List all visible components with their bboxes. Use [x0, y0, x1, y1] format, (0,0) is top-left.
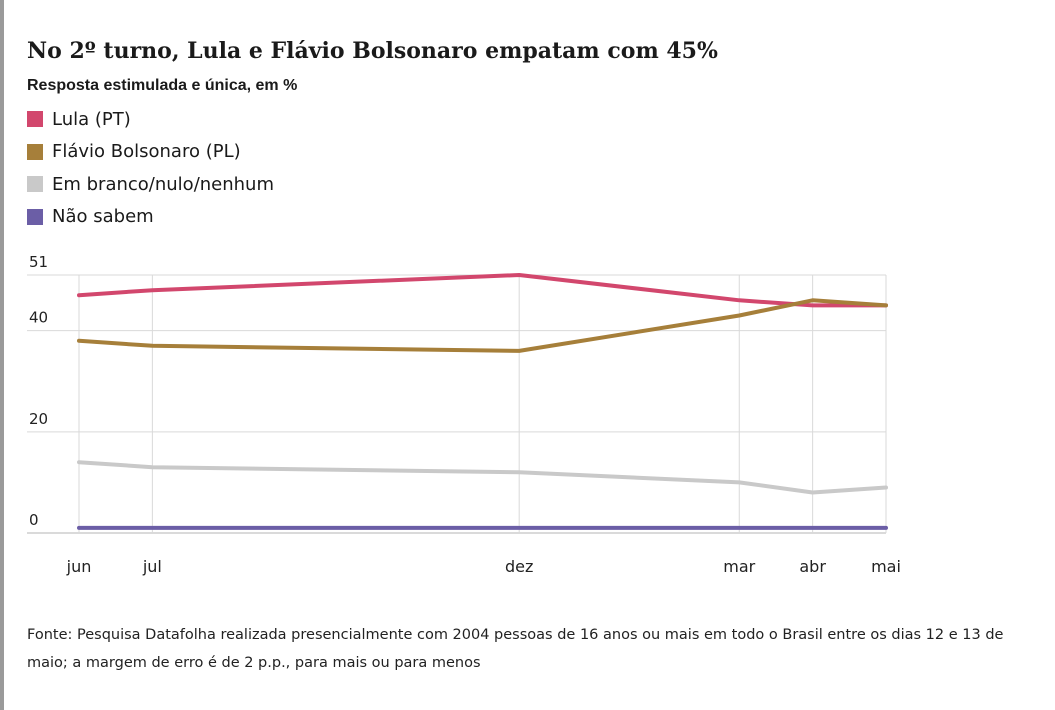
y-tick-label: 51 [29, 253, 48, 271]
x-tick-label: jul [142, 557, 162, 576]
y-tick-label: 0 [29, 511, 39, 529]
legend-item: Lula (PT) [27, 103, 274, 136]
line-chart: 0 20 40 51 jun jul dez mar abr mai [27, 253, 901, 576]
source-note: Fonte: Pesquisa Datafolha realizada pres… [27, 627, 1004, 671]
left-rule [0, 0, 4, 710]
legend-item: Não sabem [27, 201, 274, 234]
legend-swatch [27, 176, 43, 193]
legend-item: Flávio Bolsonaro (PL) [27, 136, 274, 169]
legend-swatch [27, 111, 43, 128]
series-line [77, 460, 888, 495]
legend-label: Flávio Bolsonaro (PL) [52, 141, 241, 163]
legend: Lula (PT) Flávio Bolsonaro (PL) Em branco/… [27, 103, 274, 233]
chart-title: No 2º turno, Lula e Flávio Bolsonaro emp… [27, 38, 718, 64]
x-tick-label: abr [799, 557, 826, 576]
chart-subtitle: Resposta estimulada e única, em % [27, 77, 298, 94]
x-tick-label: mai [871, 557, 901, 576]
legend-label: Não sabem [52, 206, 154, 228]
x-tick-label: dez [505, 557, 533, 576]
y-tick-label: 40 [29, 309, 48, 327]
legend-item: Em branco/nulo/nenhum [27, 168, 274, 201]
legend-label: Em branco/nulo/nenhum [52, 173, 275, 195]
y-tick-label: 20 [29, 410, 48, 428]
legend-label: Lula (PT) [52, 108, 131, 130]
legend-swatch [27, 143, 43, 160]
x-tick-label: mar [723, 557, 755, 576]
series-line [77, 273, 888, 308]
series-line [77, 298, 888, 353]
x-tick-label: jun [66, 557, 92, 576]
legend-swatch [27, 208, 43, 225]
